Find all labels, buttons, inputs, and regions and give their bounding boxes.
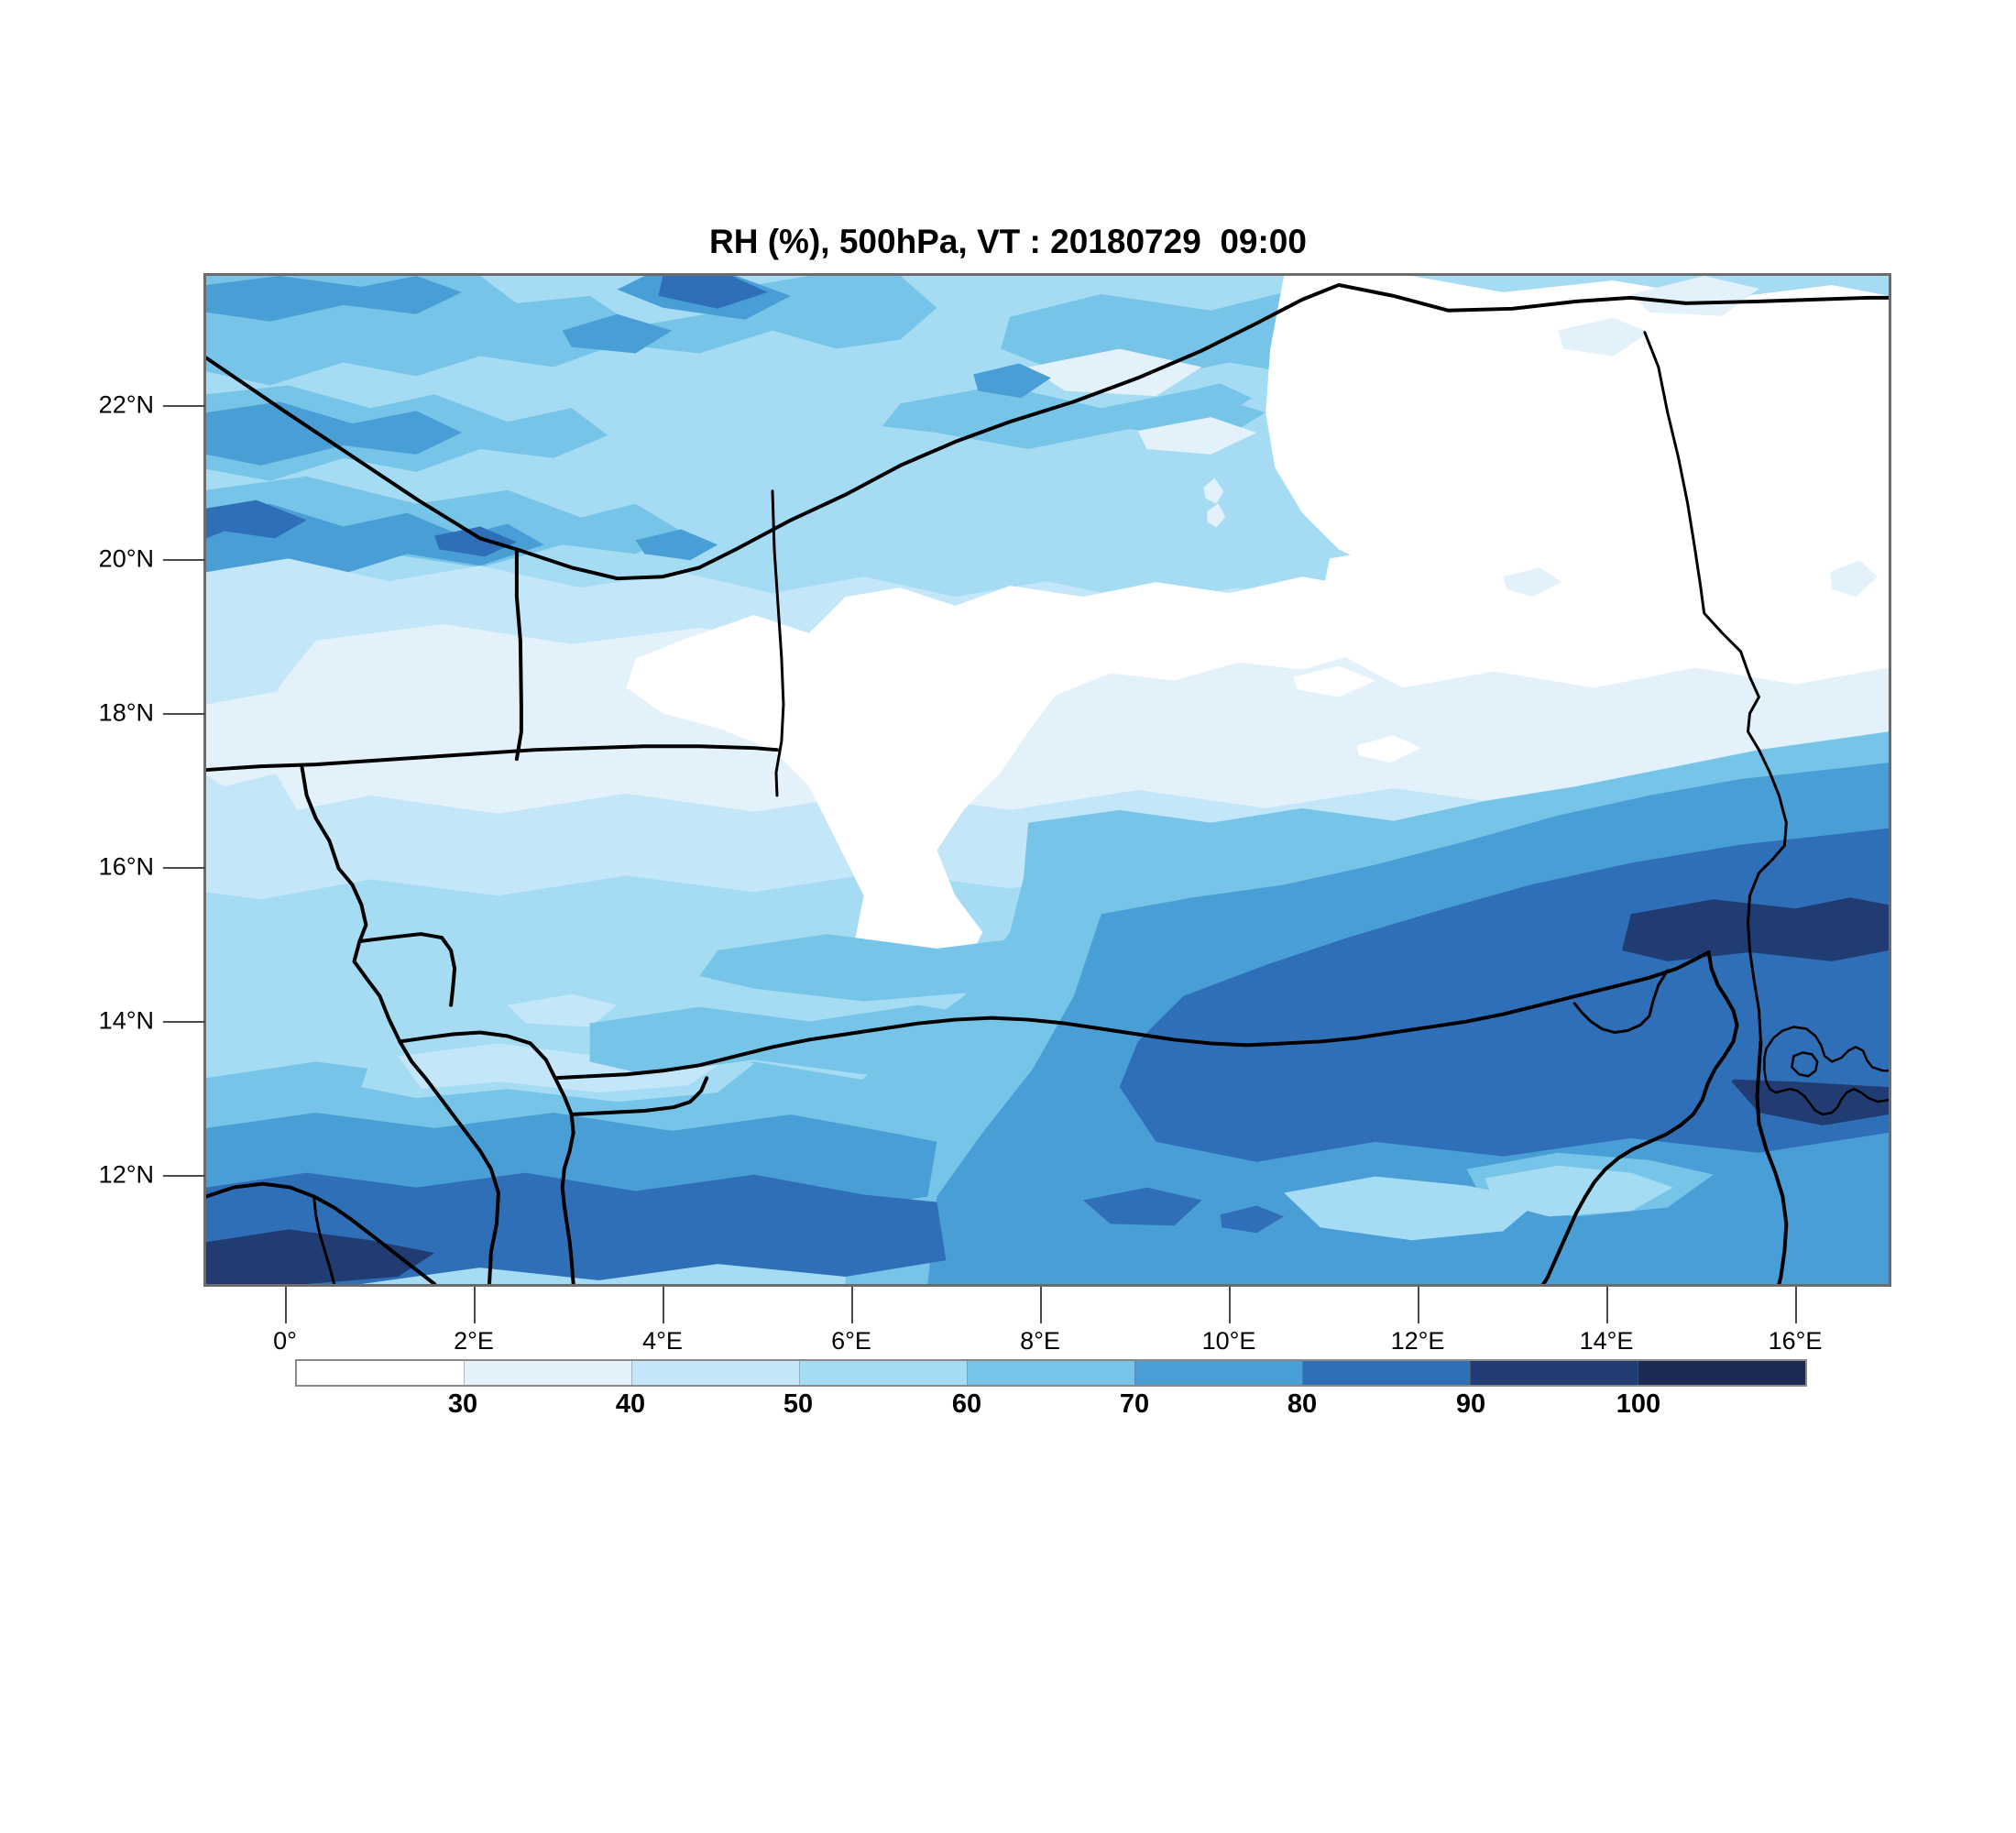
contour-band-90-100 xyxy=(242,1244,344,1274)
ytick-mark xyxy=(163,1175,205,1177)
contour-band-below-30 xyxy=(1293,665,1375,697)
border-line xyxy=(1755,1039,1789,1284)
colorbar-tick-90: 90 xyxy=(1455,1389,1486,1419)
contour-band-70-80 xyxy=(973,363,1051,399)
xtick-mark xyxy=(1795,1287,1797,1323)
ytick-label-18n: 18°N xyxy=(98,698,154,727)
xtick-label-6e: 6°E xyxy=(831,1327,871,1355)
ytick-mark xyxy=(163,713,205,715)
contour-band-80-90 xyxy=(434,526,517,557)
border-line xyxy=(771,489,785,797)
contour-band-below-30 xyxy=(1319,542,1889,688)
xtick-label-8e: 8°E xyxy=(1020,1327,1060,1355)
colorbar-segment-60-70 xyxy=(967,1361,1134,1385)
contour-band-60-70 xyxy=(1174,383,1253,419)
border-line xyxy=(300,766,500,1284)
map-plot-area[interactable] xyxy=(203,273,1891,1287)
xtick-mark xyxy=(285,1287,287,1323)
xtick-mark xyxy=(1040,1287,1042,1323)
border-line xyxy=(1541,949,1739,1284)
contour-band-70-80 xyxy=(206,401,463,466)
colorbar-segment-90-100 xyxy=(1470,1361,1638,1385)
xtick-mark xyxy=(851,1287,853,1323)
contour-band-30-40 xyxy=(1558,317,1649,357)
colorbar-segment-80-90 xyxy=(1302,1361,1470,1385)
contour-band-70-80 xyxy=(635,529,718,561)
contour-band-80-90 xyxy=(1082,1187,1202,1226)
contour-field xyxy=(206,276,1889,1284)
contour-band-below-30 xyxy=(626,575,1504,996)
xtick-label-12e: 12°E xyxy=(1390,1327,1445,1355)
ytick-label-16n: 16°N xyxy=(98,852,154,881)
border-line xyxy=(553,949,1711,1081)
border-line xyxy=(514,282,1889,581)
contour-band-30-40 xyxy=(1630,276,1759,316)
contour-band-30-40 xyxy=(1137,417,1257,455)
contour-band-50-60 xyxy=(1284,1176,1540,1241)
xtick-mark xyxy=(1418,1287,1419,1323)
xtick-label-16e: 16°E xyxy=(1768,1327,1823,1355)
border-line xyxy=(206,1181,437,1284)
colorbar-tick-100: 100 xyxy=(1616,1389,1661,1419)
contour-band-70-80 xyxy=(206,276,463,322)
border-line xyxy=(312,1195,336,1284)
contour-band-30-40 xyxy=(1830,560,1879,598)
lake-chad-outline xyxy=(1763,1026,1889,1116)
colorbar-tick-80: 80 xyxy=(1287,1389,1318,1419)
border-line xyxy=(357,932,457,1007)
contour-band-80-90 xyxy=(1165,1015,1889,1133)
contour-band-80-90 xyxy=(1220,1205,1285,1234)
colorbar-segment-70-80 xyxy=(1134,1361,1302,1385)
ytick-label-20n: 20°N xyxy=(98,544,154,573)
contour-band-80-90 xyxy=(206,499,307,539)
contour-band-40-50 xyxy=(507,993,618,1027)
ytick-mark xyxy=(163,867,205,869)
ytick-label-22n: 22°N xyxy=(98,390,154,419)
xtick-label-10e: 10°E xyxy=(1201,1327,1256,1355)
contour-band-30-40 xyxy=(1503,567,1562,598)
border-line xyxy=(569,1076,709,1116)
border-line xyxy=(1572,969,1670,1034)
xtick-label-14e: 14°E xyxy=(1579,1327,1634,1355)
colorbar[interactable] xyxy=(295,1359,1807,1387)
ytick-label-14n: 14°N xyxy=(98,1006,154,1035)
colorbar-segment-below-30 xyxy=(297,1361,464,1385)
contour-band-30-40 xyxy=(1207,503,1226,528)
contour-band-30-40 xyxy=(1203,477,1224,504)
xtick-mark xyxy=(1606,1287,1608,1323)
ytick-mark xyxy=(163,559,205,561)
colorbar-tick-50: 50 xyxy=(783,1389,814,1419)
colorbar-segment-30-40 xyxy=(464,1361,631,1385)
colorbar-segment-above-100 xyxy=(1638,1361,1805,1385)
page-title: RH (%), 500hPa, VT : 20180729 09:00 xyxy=(709,223,1307,260)
colorbar-segment-40-50 xyxy=(631,1361,799,1385)
xtick-mark xyxy=(474,1287,476,1323)
contour-band-60-70 xyxy=(699,934,1029,1002)
contour-band-30-40 xyxy=(1028,348,1202,397)
xtick-label-0: 0° xyxy=(273,1327,297,1355)
ytick-label-12n: 12°N xyxy=(98,1160,154,1189)
lake-chad-inner-outline xyxy=(1791,1051,1819,1078)
border-line xyxy=(1643,331,1788,1043)
border-line xyxy=(206,744,779,773)
xtick-mark xyxy=(1229,1287,1231,1323)
contour-band-below-30 xyxy=(1356,735,1421,763)
colorbar-segment-50-60 xyxy=(799,1361,967,1385)
contour-band-70-80 xyxy=(562,313,673,354)
xtick-label-2e: 2°E xyxy=(454,1327,494,1355)
xtick-mark xyxy=(663,1287,664,1323)
contour-band-below-30 xyxy=(1265,276,1889,601)
ytick-mark xyxy=(163,405,205,407)
contour-band-80-90 xyxy=(658,276,768,309)
contour-band-below-30 xyxy=(754,693,818,721)
colorbar-tick-40: 40 xyxy=(615,1389,646,1419)
ytick-mark xyxy=(163,1021,205,1023)
colorbar-tick-60: 60 xyxy=(951,1389,982,1419)
xtick-label-4e: 4°E xyxy=(642,1327,683,1355)
contour-band-30-40 xyxy=(206,687,599,786)
contour-band-90-100 xyxy=(1621,897,1889,961)
colorbar-tick-70: 70 xyxy=(1119,1389,1150,1419)
colorbar-tick-30: 30 xyxy=(447,1389,478,1419)
